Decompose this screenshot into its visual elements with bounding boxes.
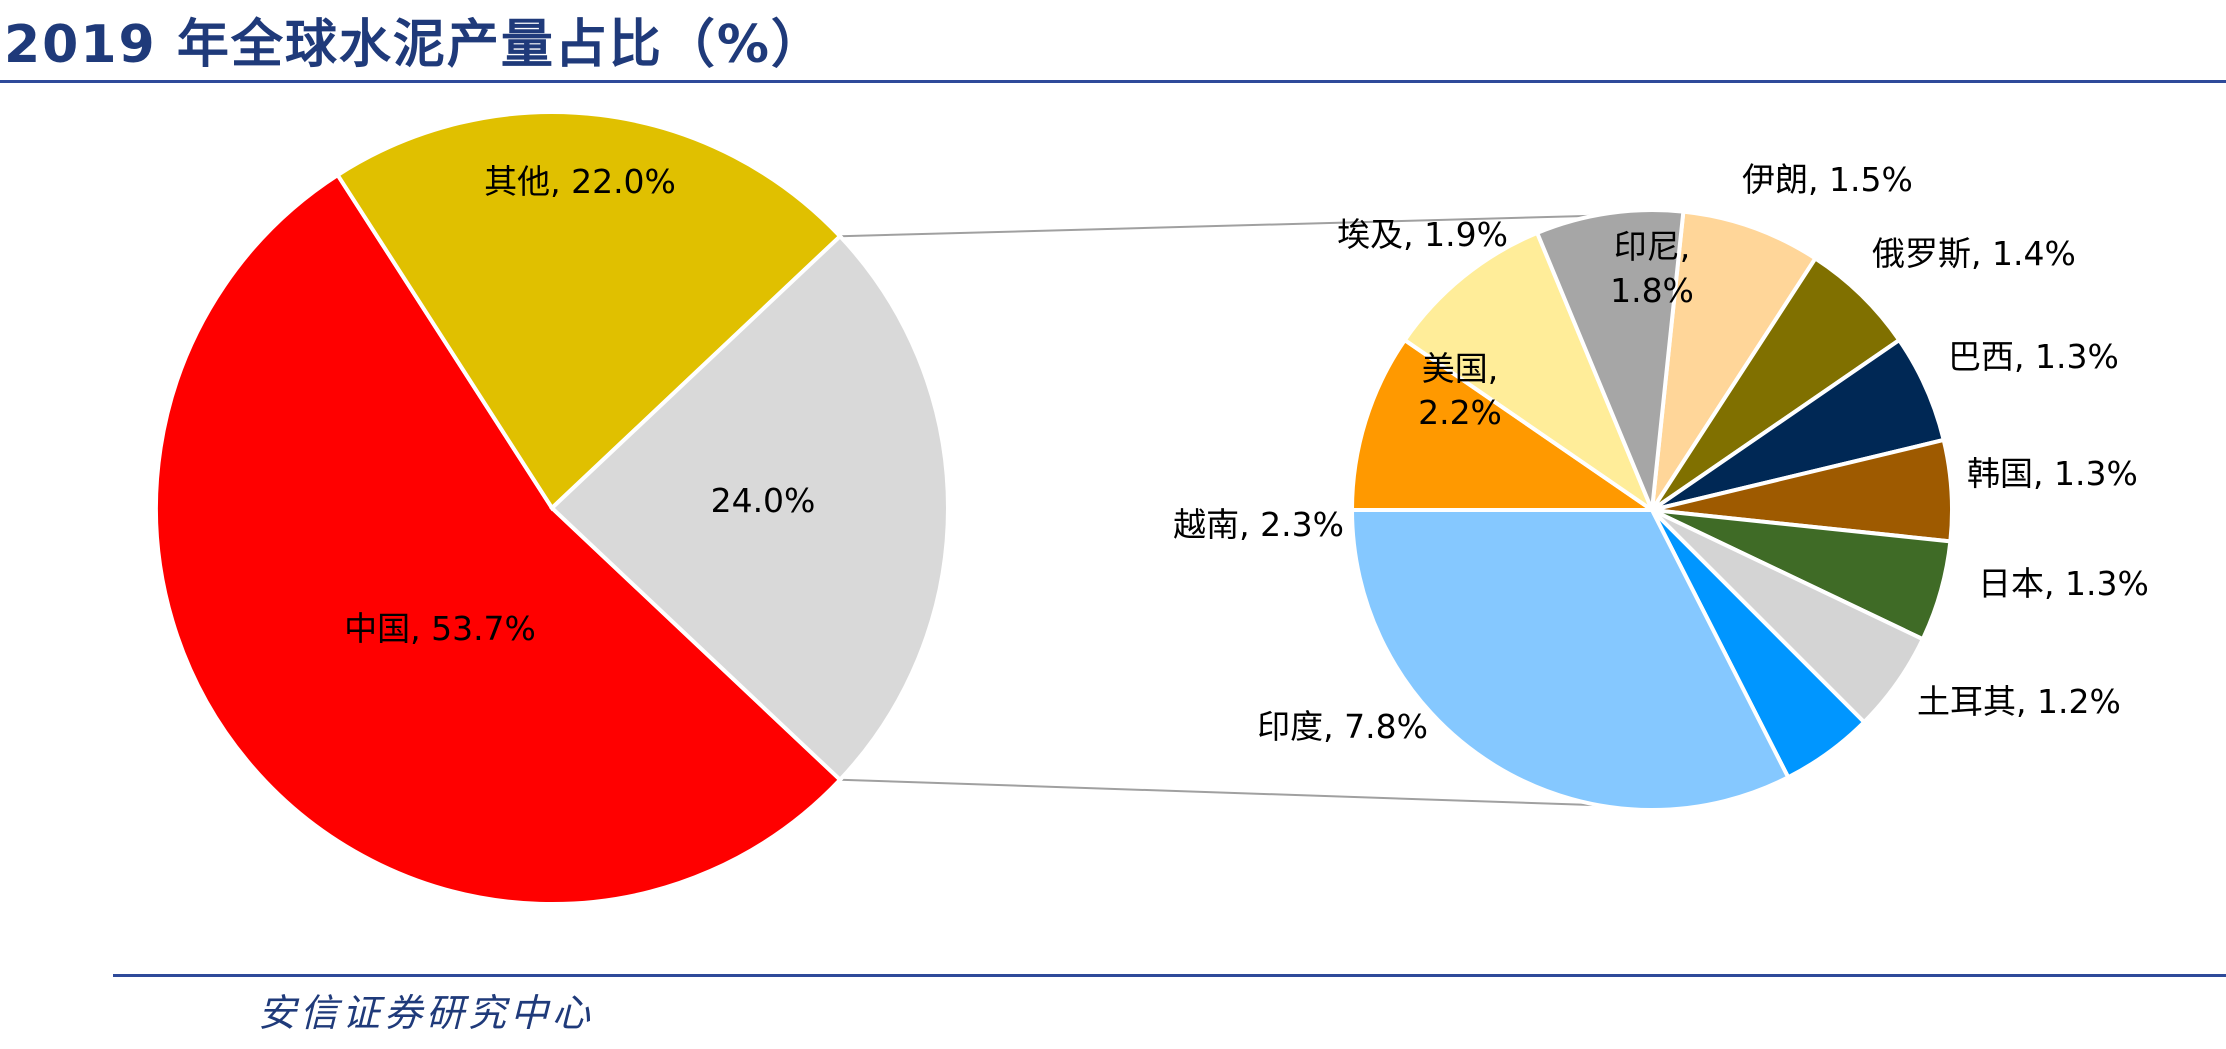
main-label-remainder-2: 24.0% — [711, 481, 816, 520]
sub-label-埃及-10: 埃及, 1.9% — [1337, 215, 1508, 254]
title-divider — [0, 80, 2226, 83]
sub-label-巴西-3: 巴西, 1.3% — [1948, 337, 2119, 376]
sub-label-日本-5: 日本, 1.3% — [1978, 564, 2149, 603]
data-labels: 中国, 53.7% 其他, 22.0% 24.0% 印尼, 1.8% 伊朗, 1.5% 俄罗… — [344, 160, 2149, 746]
sub-label-美国-9: 美国, 2.2% — [1418, 349, 1502, 432]
chart-title: 2019 年全球水泥产量占比（%） — [4, 15, 825, 75]
sub-slice-伊朗-1 — [1650, 255, 1903, 512]
sub-slice-越南-8 — [1349, 337, 1659, 512]
main-label-中国-0: 中国, 53.7% — [344, 609, 536, 648]
source-footer: 安信证券研究中心 — [258, 991, 595, 1035]
connector-line-bottom — [840, 778, 1623, 807]
footer-divider — [113, 974, 2226, 977]
sub-label-韩国-4: 韩国, 1.3% — [1967, 454, 2138, 493]
main-label-其他-1: 其他, 22.0% — [484, 162, 676, 201]
sub-slice-印尼-0 — [1650, 209, 1819, 512]
connector-line-top — [840, 214, 1623, 238]
main-slice-中国-0 — [153, 172, 843, 906]
sub-slice-美国-9 — [1401, 230, 1657, 516]
sub-label-越南-8: 越南, 2.3% — [1173, 505, 1344, 544]
connector-lines — [840, 214, 1623, 807]
main-slice-其他-1 — [334, 110, 843, 512]
sub-slice-印度-7 — [1349, 508, 1791, 812]
sub-slice-埃及-10 — [1534, 208, 1686, 511]
main-pie — [153, 110, 950, 906]
sub-label-印度-7: 印度, 7.8% — [1257, 707, 1428, 746]
sub-label-印尼-0: 印尼, 1.8% — [1610, 227, 1694, 310]
sub-label-俄罗斯-2: 俄罗斯, 1.4% — [1872, 234, 2076, 273]
main-slice-remainder-2 — [549, 233, 950, 783]
sub-label-土耳其-6: 土耳其, 1.2% — [1917, 682, 2121, 721]
sub-pie — [1349, 208, 1954, 812]
sub-label-伊朗-1: 伊朗, 1.5% — [1742, 160, 1913, 199]
